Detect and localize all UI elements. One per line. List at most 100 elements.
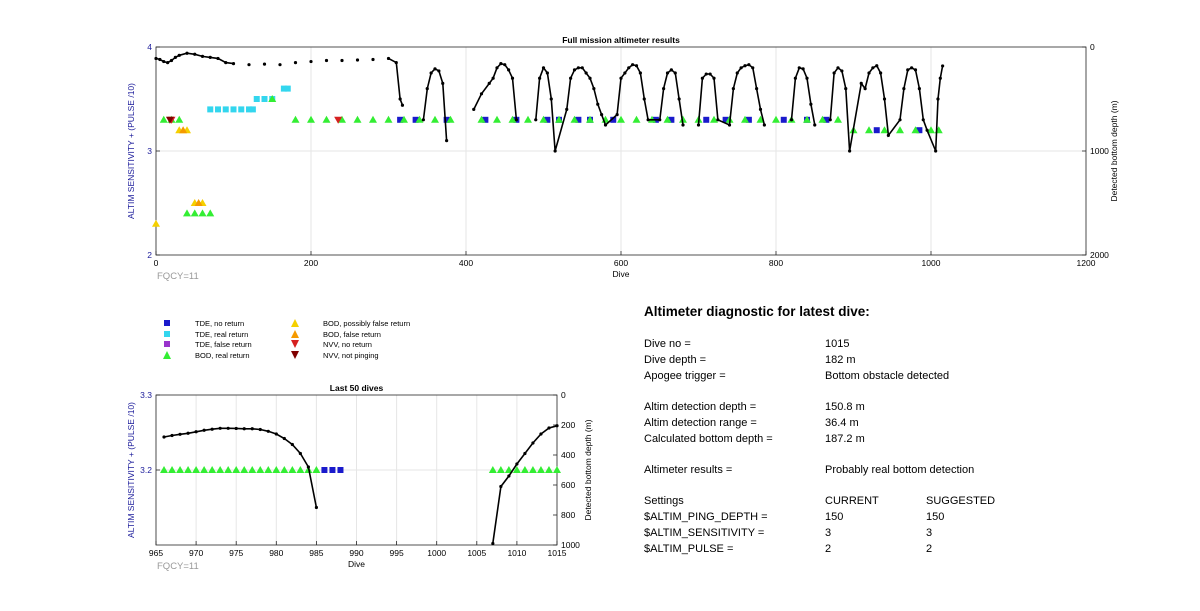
depth-point [549, 97, 553, 101]
diag-key: Altimeter results = [644, 464, 733, 476]
depth-point [170, 433, 174, 438]
depth-point [665, 71, 670, 75]
marker-square [544, 116, 551, 123]
depth-point [758, 107, 763, 111]
legend-label: TDE, real return [195, 329, 249, 339]
setting-key: $ALTIM_PING_DEPTH = [644, 511, 768, 523]
depth-point [290, 442, 294, 447]
x-tick-label: 965 [149, 548, 163, 558]
diag-value: 182 m [825, 354, 856, 366]
marker-triangle-up [206, 209, 215, 217]
marker-triangle-down [334, 116, 343, 124]
depth-point [619, 76, 623, 80]
depth-point [250, 427, 254, 431]
setting-suggested: 3 [926, 527, 933, 539]
depth-point [445, 139, 449, 143]
marker-triangle-up [710, 115, 718, 123]
marker-triangle-down [165, 116, 174, 124]
depth-point [274, 432, 278, 436]
x-tick-label: 400 [459, 258, 473, 268]
marker-triangle-up [512, 466, 521, 473]
marker-square [443, 116, 450, 123]
setting-current: 2 [825, 543, 832, 555]
x-tick-label: 1005 [467, 548, 486, 558]
marker-square [253, 96, 260, 102]
marker-square [722, 116, 729, 123]
depth-point [580, 66, 584, 70]
suggested-header: SUGGESTED [926, 495, 996, 507]
depth-point [355, 58, 360, 62]
marker-triangle-up [520, 466, 529, 473]
y-right-tick-label: 800 [561, 510, 575, 520]
setting-key: $ALTIM_PULSE = [644, 543, 734, 555]
marker-square [397, 116, 404, 123]
marker-triangle-up [307, 115, 315, 123]
depth-line [388, 57, 404, 106]
depth-point [298, 451, 302, 456]
x-axis-label: Dive [348, 559, 365, 569]
depth-point [210, 427, 214, 431]
depth-point [859, 81, 863, 85]
x-tick-label: 600 [614, 258, 628, 268]
depth-point [863, 87, 867, 91]
depth-point [266, 429, 270, 433]
depth-point [247, 63, 251, 67]
depth-point [242, 427, 246, 431]
y-left-tick-label: 2 [147, 250, 152, 260]
setting-suggested: 2 [926, 543, 933, 555]
marker-square [668, 116, 675, 123]
depth-point [278, 63, 282, 67]
depth-point [917, 87, 921, 91]
diag-key: Calculated bottom depth = [644, 433, 773, 445]
depth-point [805, 76, 809, 80]
depth-point [623, 71, 627, 75]
depth-point [200, 54, 205, 58]
depth-point [569, 76, 573, 80]
marker-triangle-up [536, 466, 545, 473]
depth-point [386, 56, 391, 61]
legend-marker-icon [164, 320, 170, 326]
marker-square [610, 116, 617, 123]
marker-triangle-up [176, 466, 185, 473]
marker-square [230, 106, 237, 113]
marker-triangle-up [477, 115, 486, 123]
marker-square [249, 106, 256, 113]
x-tick-label: 980 [269, 548, 283, 558]
marker-triangle-up [555, 115, 563, 123]
depth-point [941, 64, 945, 68]
depth-point [472, 107, 476, 111]
y-right-tick-label: 1000 [561, 540, 580, 550]
marker-square [703, 116, 710, 123]
legend-label: BOD, real return [195, 350, 250, 360]
marker-triangle-up [248, 466, 257, 473]
marker-triangle-up [200, 466, 209, 473]
depth-point [371, 57, 375, 62]
marker-triangle-up [493, 115, 501, 123]
diag-key: Altim detection range = [644, 417, 757, 429]
diag-value: 36.4 m [825, 417, 859, 429]
depth-point [844, 87, 848, 91]
x-tick-label: 1000 [427, 548, 446, 558]
marker-triangle-up [865, 126, 873, 134]
depth-point [727, 123, 732, 127]
depth-point [848, 149, 852, 153]
depth-point [902, 87, 906, 91]
y-right-tick-label: 400 [561, 450, 575, 460]
depth-point [218, 426, 222, 430]
depth-point [743, 64, 747, 68]
marker-triangle-up [264, 466, 273, 473]
diag-key: Apogee trigger = [644, 370, 726, 382]
marker-triangle-up [834, 115, 842, 123]
depth-line [492, 425, 558, 544]
marker-triangle-up [159, 115, 168, 123]
marker-square [916, 127, 923, 134]
y-axis-label-right: Detected bottom depth (m) [583, 419, 593, 520]
marker-square [329, 467, 336, 473]
y-right-tick-label: 200 [561, 420, 575, 430]
marker-triangle-up [240, 466, 249, 473]
marker-triangle-up [192, 466, 201, 473]
depth-point [173, 55, 177, 60]
x-tick-label: 985 [309, 548, 323, 558]
diag-key: Altim detection depth = [644, 401, 757, 413]
